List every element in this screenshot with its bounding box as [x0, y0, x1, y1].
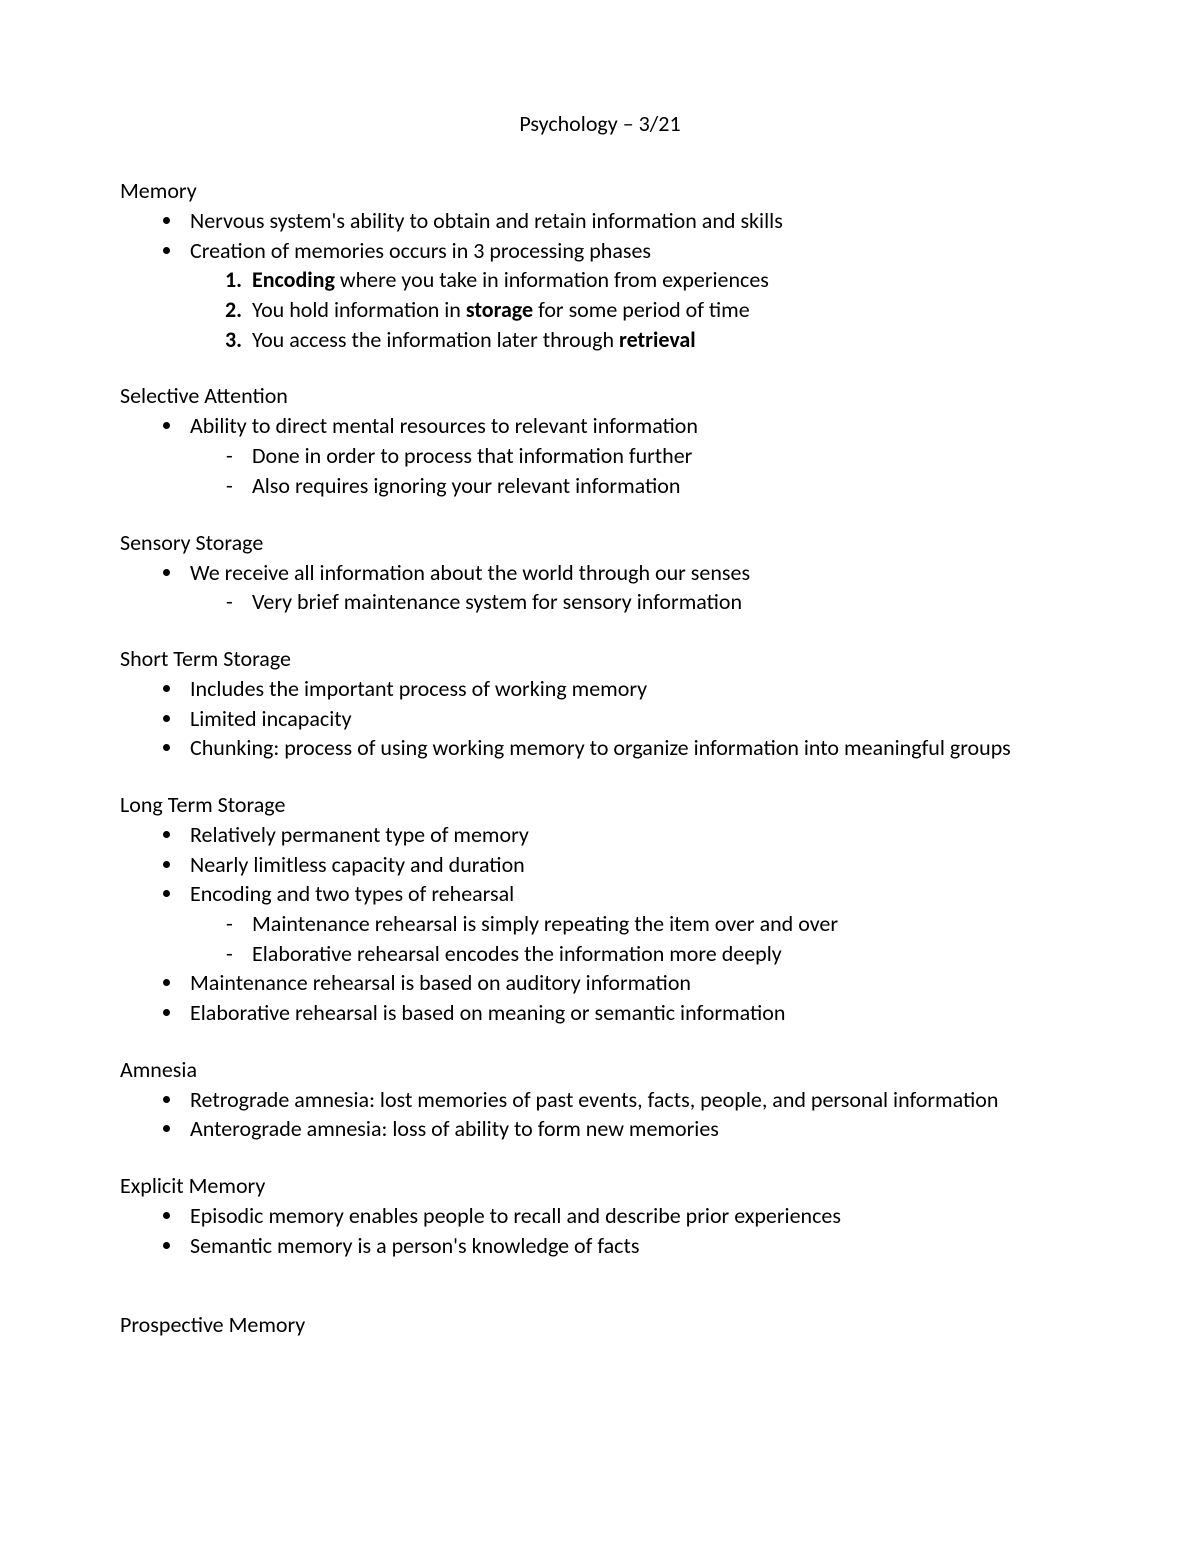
bullet-item: Nearly limitless capacity and duration: [184, 850, 1080, 880]
bullet-list: Nervous system's ability to obtain and r…: [120, 206, 1080, 354]
section-amnesia: Amnesia Retrograde amnesia: lost memorie…: [120, 1056, 1080, 1144]
bullet-item: Creation of memories occurs in 3 process…: [184, 236, 1080, 355]
text: where you take in information from exper…: [335, 266, 769, 293]
bullet-item: Ability to direct mental resources to re…: [184, 411, 1080, 500]
bullet-list: Episodic memory enables people to recall…: [120, 1201, 1080, 1260]
bullet-item: Chunking: process of using working memor…: [184, 733, 1080, 763]
heading-amnesia: Amnesia: [120, 1056, 1080, 1083]
numbered-item: Encoding where you take in information f…: [246, 265, 1080, 295]
bullet-list: Ability to direct mental resources to re…: [120, 411, 1080, 500]
section-long-term-storage: Long Term Storage Relatively permanent t…: [120, 791, 1080, 1028]
numbered-item: You access the information later through…: [246, 325, 1080, 355]
heading-selective-attention: Selective Attention: [120, 382, 1080, 409]
numbered-list: Encoding where you take in information f…: [190, 265, 1080, 354]
text: You hold information in: [252, 296, 466, 323]
bullet-item: Includes the important process of workin…: [184, 674, 1080, 704]
section-memory: Memory Nervous system's ability to obtai…: [120, 177, 1080, 354]
bullet-item: Maintenance rehearsal is based on audito…: [184, 968, 1080, 998]
heading-memory: Memory: [120, 177, 1080, 204]
bullet-item: We receive all information about the wor…: [184, 558, 1080, 617]
bullet-item: Encoding and two types of rehearsal Main…: [184, 879, 1080, 968]
bold-text: Encoding: [252, 266, 335, 293]
bullet-list: We receive all information about the wor…: [120, 558, 1080, 617]
heading-prospective-memory: Prospective Memory: [120, 1311, 1080, 1338]
bold-text: retrieval: [619, 326, 696, 353]
dash-list: Maintenance rehearsal is simply repeatin…: [190, 909, 1080, 968]
heading-sensory-storage: Sensory Storage: [120, 529, 1080, 556]
section-explicit-memory: Explicit Memory Episodic memory enables …: [120, 1172, 1080, 1260]
dash-item: Elaborative rehearsal encodes the inform…: [226, 939, 1080, 969]
dash-item: Done in order to process that informatio…: [226, 441, 1080, 471]
bullet-text: Ability to direct mental resources to re…: [190, 412, 698, 439]
dash-item: Also requires ignoring your relevant inf…: [226, 471, 1080, 501]
dash-list: Done in order to process that informatio…: [190, 441, 1080, 500]
bullet-list: Retrograde amnesia: lost memories of pas…: [120, 1085, 1080, 1144]
bullet-item: Nervous system's ability to obtain and r…: [184, 206, 1080, 236]
text: You access the information later through: [252, 326, 619, 353]
section-prospective-memory: Prospective Memory: [120, 1311, 1080, 1338]
numbered-item: You hold information in storage for some…: [246, 295, 1080, 325]
bullet-item: Episodic memory enables people to recall…: [184, 1201, 1080, 1231]
heading-short-term-storage: Short Term Storage: [120, 645, 1080, 672]
heading-explicit-memory: Explicit Memory: [120, 1172, 1080, 1199]
section-selective-attention: Selective Attention Ability to direct me…: [120, 382, 1080, 500]
bullet-item: Retrograde amnesia: lost memories of pas…: [184, 1085, 1080, 1115]
document-page: Psychology – 3/21 Memory Nervous system'…: [0, 0, 1200, 1553]
bold-text: storage: [466, 296, 533, 323]
bullet-item: Anterograde amnesia: loss of ability to …: [184, 1114, 1080, 1144]
bullet-text: We receive all information about the wor…: [190, 559, 750, 586]
dash-item: Maintenance rehearsal is simply repeatin…: [226, 909, 1080, 939]
bullet-item: Semantic memory is a person's knowledge …: [184, 1231, 1080, 1261]
bullet-item: Limited incapacity: [184, 704, 1080, 734]
bullet-list: Relatively permanent type of memory Near…: [120, 820, 1080, 1028]
bullet-item: Relatively permanent type of memory: [184, 820, 1080, 850]
text: for some period of time: [533, 296, 750, 323]
dash-item: Very brief maintenance system for sensor…: [226, 587, 1080, 617]
section-sensory-storage: Sensory Storage We receive all informati…: [120, 529, 1080, 617]
document-title: Psychology – 3/21: [120, 110, 1080, 137]
bullet-text: Creation of memories occurs in 3 process…: [190, 237, 651, 264]
section-short-term-storage: Short Term Storage Includes the importan…: [120, 645, 1080, 763]
bullet-list: Includes the important process of workin…: [120, 674, 1080, 763]
heading-long-term-storage: Long Term Storage: [120, 791, 1080, 818]
bullet-text: Encoding and two types of rehearsal: [190, 880, 514, 907]
bullet-item: Elaborative rehearsal is based on meanin…: [184, 998, 1080, 1028]
dash-list: Very brief maintenance system for sensor…: [190, 587, 1080, 617]
